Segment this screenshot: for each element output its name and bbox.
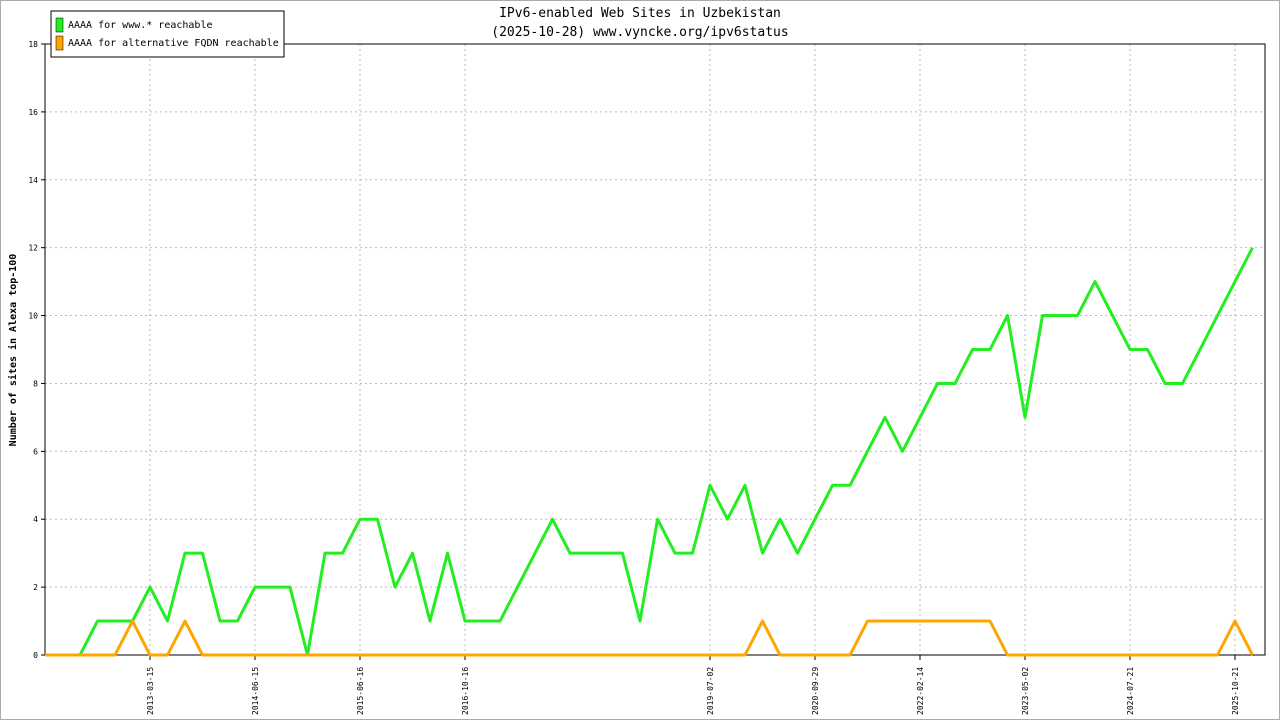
y-tick-label: 12 (28, 244, 38, 253)
chart-title: IPv6-enabled Web Sites in Uzbekistan (499, 6, 781, 21)
y-tick-label: 0 (33, 651, 38, 660)
y-tick-label: 14 (28, 176, 38, 185)
series-line (45, 246, 1254, 657)
x-tick-label: 2016-10-16 (461, 667, 470, 715)
series-line (45, 619, 1254, 657)
legend-label: AAAA for alternative FQDN reachable (68, 38, 279, 49)
x-tick-label: 2024-07-21 (1126, 667, 1135, 715)
y-tick-label: 6 (33, 447, 38, 456)
y-tick-label: 18 (28, 40, 38, 49)
x-tick-label: 2014-06-15 (251, 667, 260, 715)
legend-swatch (55, 17, 64, 33)
chart-subtitle: (2025-10-28) www.vyncke.org/ipv6status (491, 25, 788, 40)
y-tick-label: 10 (28, 312, 38, 321)
y-axis-label: Number of sites in Alexa top-100 (7, 254, 19, 447)
x-tick-label: 2015-06-16 (356, 667, 365, 715)
x-tick-label: 2023-05-02 (1021, 667, 1030, 715)
x-tick-label: 2025-10-21 (1231, 667, 1240, 715)
y-tick-label: 4 (33, 515, 38, 524)
y-tick-label: 2 (33, 583, 38, 592)
x-tick-label: 2020-09-29 (811, 667, 820, 715)
legend-label: AAAA for www.* reachable (68, 20, 213, 31)
x-tick-label: 2013-03-15 (146, 667, 155, 715)
y-tick-label: 16 (28, 108, 38, 117)
y-tick-label: 8 (33, 379, 38, 388)
legend-swatch (55, 35, 64, 51)
x-tick-label: 2022-02-14 (916, 667, 925, 715)
x-tick-label: 2019-07-02 (706, 667, 715, 715)
legend-box (50, 10, 285, 58)
